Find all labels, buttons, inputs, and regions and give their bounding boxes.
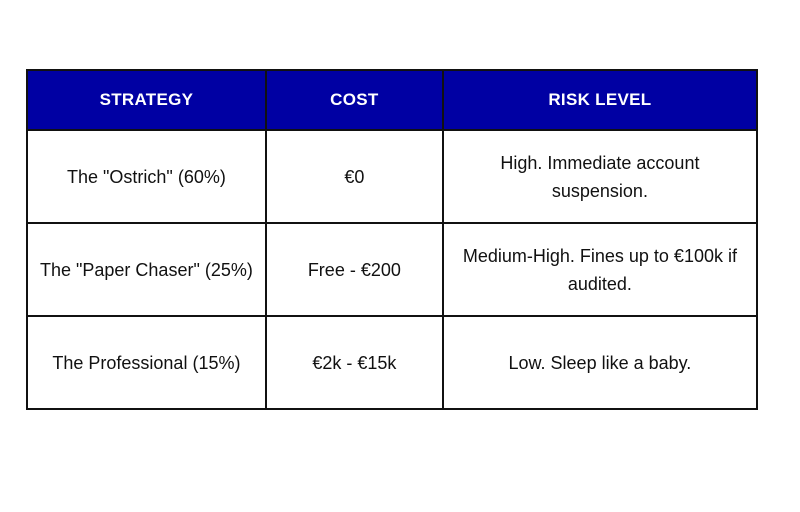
cell-risk: High. Immediate account suspension. bbox=[441, 129, 759, 224]
header-strategy: STRATEGY bbox=[26, 69, 267, 131]
header-cost: COST bbox=[264, 69, 444, 131]
strategy-table: STRATEGY COST RISK LEVEL The "Ostrich" (… bbox=[26, 69, 759, 410]
cell-strategy: The "Ostrich" (60%) bbox=[26, 129, 267, 224]
table-header-row: STRATEGY COST RISK LEVEL bbox=[26, 69, 759, 131]
cell-cost: €0 bbox=[264, 129, 444, 224]
cell-strategy: The "Paper Chaser" (25%) bbox=[26, 222, 267, 317]
table-row: The "Ostrich" (60%) €0 High. Immediate a… bbox=[26, 129, 759, 224]
cell-risk: Medium-High. Fines up to €100k if audite… bbox=[441, 222, 759, 317]
cell-cost: €2k - €15k bbox=[264, 315, 444, 410]
table-row: The "Paper Chaser" (25%) Free - €200 Med… bbox=[26, 222, 759, 317]
cell-strategy: The Professional (15%) bbox=[26, 315, 267, 410]
cell-cost: Free - €200 bbox=[264, 222, 444, 317]
header-risk-level: RISK LEVEL bbox=[441, 69, 759, 131]
table-row: The Professional (15%) €2k - €15k Low. S… bbox=[26, 315, 759, 410]
cell-risk: Low. Sleep like a baby. bbox=[441, 315, 759, 410]
